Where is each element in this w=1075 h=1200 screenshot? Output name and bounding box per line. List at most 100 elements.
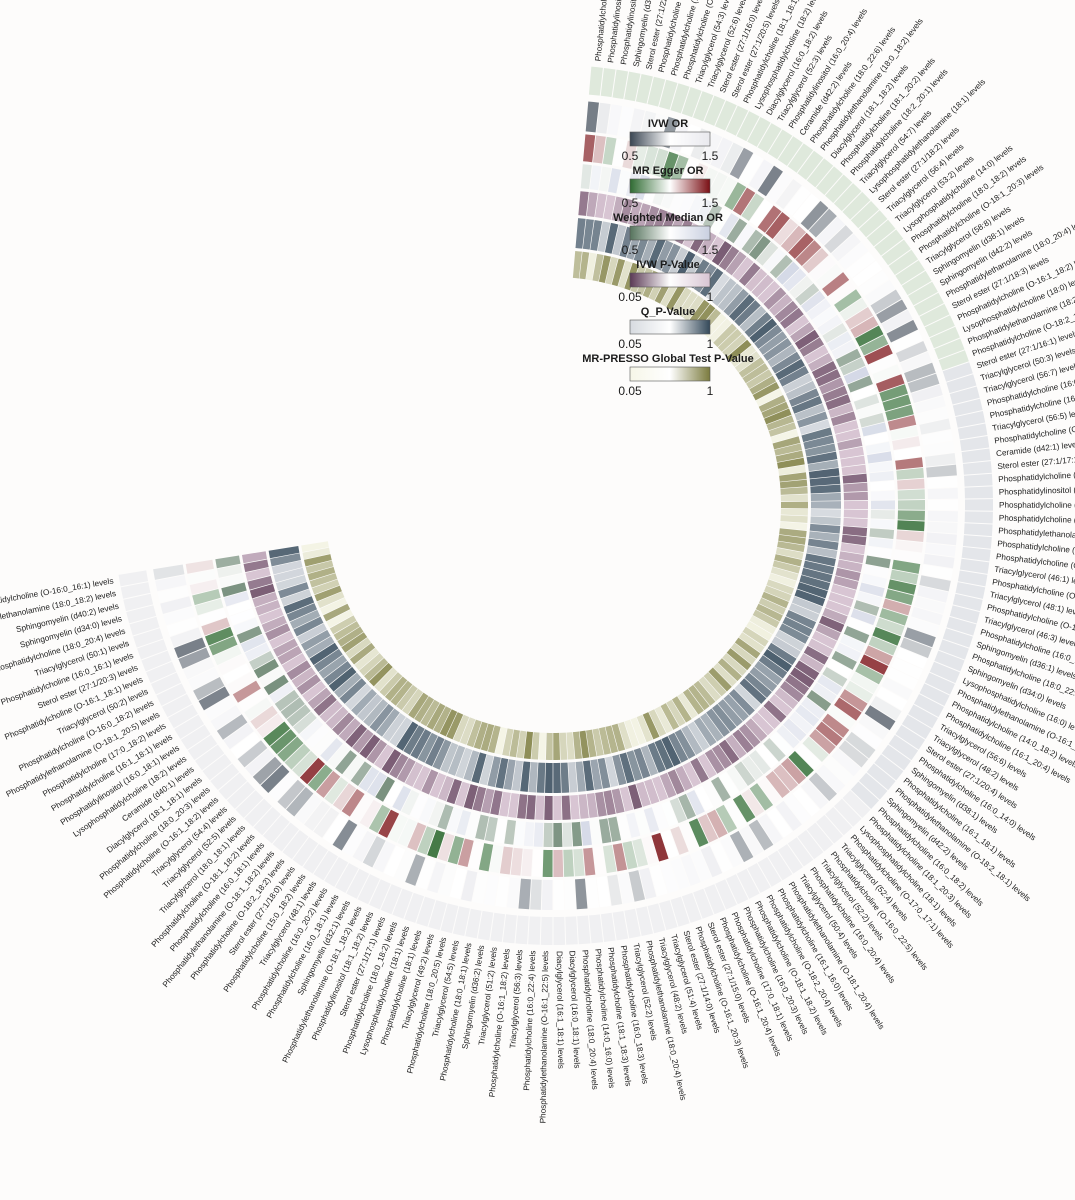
heatmap-cell bbox=[748, 235, 771, 260]
heatmap-cell bbox=[908, 704, 938, 729]
heatmap-cell bbox=[465, 812, 480, 838]
heatmap-cell bbox=[895, 647, 928, 669]
heatmap-cell bbox=[643, 205, 660, 232]
heatmap-cell bbox=[777, 541, 805, 553]
heatmap-cell bbox=[477, 910, 494, 941]
heatmap-cell bbox=[244, 642, 271, 662]
heatmap-cell bbox=[141, 650, 172, 672]
heatmap-cell bbox=[845, 251, 876, 279]
heatmap-cell bbox=[484, 816, 498, 842]
heatmap-cell bbox=[840, 455, 866, 467]
heatmap-cell bbox=[428, 801, 445, 827]
heatmap-cell bbox=[686, 194, 705, 221]
heatmap-cell bbox=[518, 878, 531, 910]
heatmap-cell bbox=[831, 340, 857, 360]
heatmap-cell bbox=[842, 473, 868, 484]
heatmap-cell bbox=[397, 757, 416, 783]
heatmap-cell bbox=[758, 597, 786, 615]
heatmap-cell bbox=[938, 639, 969, 660]
heatmap-cell bbox=[235, 790, 264, 818]
heatmap-cell bbox=[661, 801, 678, 827]
heatmap-cell bbox=[303, 554, 332, 567]
heatmap-cell bbox=[797, 411, 828, 428]
heatmap-cell bbox=[785, 314, 810, 336]
heatmap-cell bbox=[717, 658, 742, 682]
heatmap-cell bbox=[887, 579, 917, 595]
heatmap-cell bbox=[187, 667, 220, 690]
heatmap-cell bbox=[402, 688, 424, 715]
heatmap-cell bbox=[272, 822, 300, 852]
heatmap-cell bbox=[963, 523, 993, 537]
heatmap-cell bbox=[627, 200, 643, 226]
heatmap-cell bbox=[892, 559, 921, 574]
heatmap-cell bbox=[808, 208, 837, 238]
heatmap-cell bbox=[559, 732, 568, 760]
heatmap-cell bbox=[865, 441, 891, 455]
heatmap-cell bbox=[593, 846, 606, 875]
heatmap-cell bbox=[612, 843, 628, 872]
heatmap-cell bbox=[754, 324, 783, 349]
heatmap-cell bbox=[732, 794, 756, 823]
heatmap-cell bbox=[790, 667, 815, 688]
heatmap-cell bbox=[713, 323, 737, 348]
heatmap-cell bbox=[345, 723, 368, 748]
heatmap-cell bbox=[758, 395, 786, 413]
heatmap-cell bbox=[924, 315, 955, 338]
heatmap-cell bbox=[904, 627, 936, 648]
heatmap-cell bbox=[517, 794, 528, 819]
heatmap-cell bbox=[802, 247, 829, 274]
heatmap-cell bbox=[711, 744, 732, 769]
heatmap-cell bbox=[252, 591, 278, 608]
heatmap-cell bbox=[603, 194, 616, 220]
heatmap-cell bbox=[586, 793, 598, 818]
heatmap-cell bbox=[582, 218, 594, 250]
heatmap-cell bbox=[205, 626, 234, 646]
heatmap-cell bbox=[280, 589, 312, 607]
heatmap-cell bbox=[839, 689, 868, 712]
heatmap-cell bbox=[636, 781, 651, 807]
heatmap-cell bbox=[392, 888, 413, 919]
heatmap-cell bbox=[363, 658, 389, 682]
heatmap-cell bbox=[729, 147, 754, 180]
heatmap-cell bbox=[927, 510, 958, 522]
heatmap-cell bbox=[769, 293, 793, 316]
heatmap-cell bbox=[863, 431, 889, 446]
heatmap-cell bbox=[223, 591, 250, 607]
heatmap-cell bbox=[924, 453, 956, 467]
heatmap-cell bbox=[927, 487, 958, 500]
heatmap-cell bbox=[868, 354, 897, 374]
heatmap-cell bbox=[455, 781, 470, 807]
heatmap-cell bbox=[837, 437, 863, 451]
heatmap-cell bbox=[510, 847, 523, 876]
heatmap-cell bbox=[908, 281, 938, 306]
heatmap-cell bbox=[839, 634, 866, 653]
heatmap-cell bbox=[724, 182, 747, 211]
heatmap-cell bbox=[757, 813, 784, 845]
heatmap-cell bbox=[317, 591, 345, 609]
heatmap-cell bbox=[654, 706, 673, 734]
heatmap-cell bbox=[681, 892, 702, 923]
heatmap-cell bbox=[617, 814, 631, 840]
heatmap-cell bbox=[480, 723, 495, 752]
heatmap-cell bbox=[630, 717, 647, 745]
heatmap-cell bbox=[790, 322, 815, 343]
heatmap-cell bbox=[419, 797, 437, 824]
heatmap-cell bbox=[607, 104, 623, 136]
heatmap-cell bbox=[729, 830, 754, 863]
heatmap-cell bbox=[858, 210, 888, 238]
heatmap-cell bbox=[553, 762, 561, 793]
heatmap-cell bbox=[761, 401, 789, 419]
heatmap-cell bbox=[277, 645, 303, 665]
heatmap-cell bbox=[671, 287, 692, 314]
heatmap-cell bbox=[198, 686, 230, 711]
heatmap-cell bbox=[863, 564, 889, 578]
heatmap-cell bbox=[350, 794, 373, 823]
heatmap-cell bbox=[313, 850, 339, 881]
heatmap-cell bbox=[446, 778, 462, 805]
heatmap-cell bbox=[738, 262, 761, 287]
heatmap-cell bbox=[368, 804, 391, 833]
heatmap-cell bbox=[800, 290, 826, 313]
heatmap-cell bbox=[647, 237, 666, 268]
heatmap-cell bbox=[457, 838, 474, 868]
heatmap-cell bbox=[758, 331, 788, 355]
